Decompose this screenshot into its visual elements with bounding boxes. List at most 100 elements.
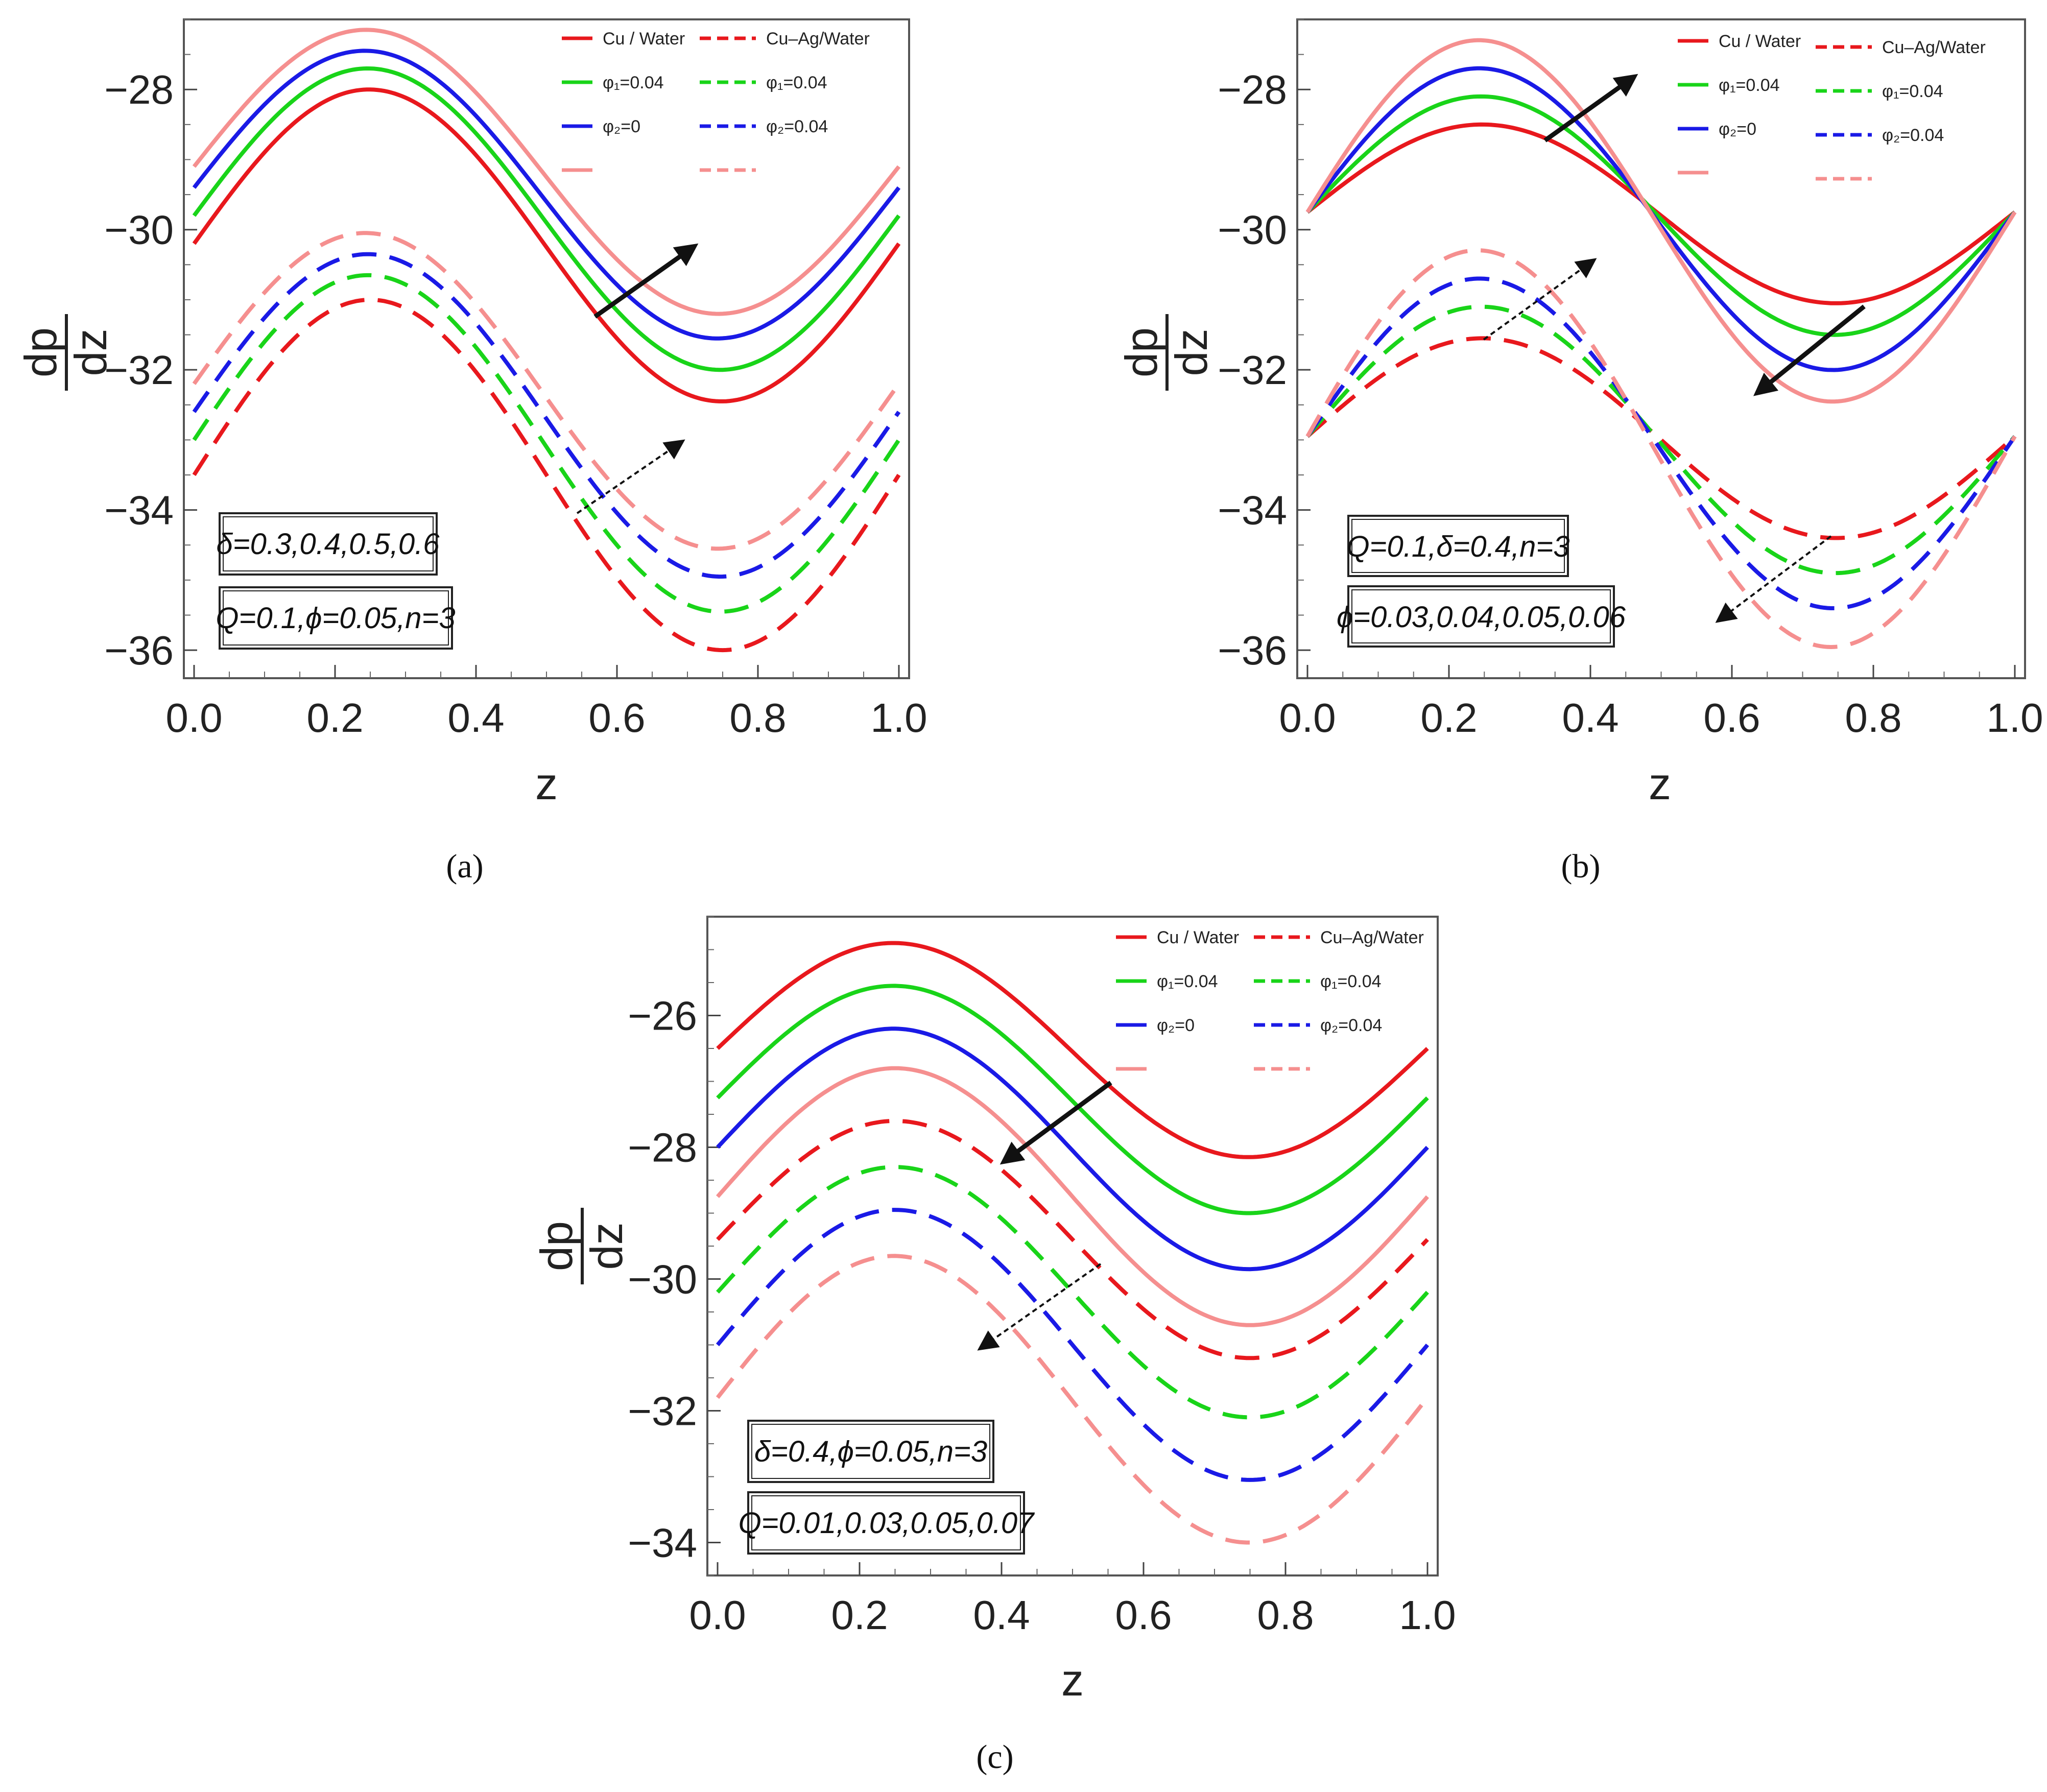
legend-dashed-label: φ₂=0.04 <box>1882 126 1944 145</box>
y-tick-label: −32 <box>1218 347 1287 393</box>
x-tick-label: 0.8 <box>1845 695 1901 740</box>
solid-series-line-0 <box>192 87 901 403</box>
solid-series-line-0 <box>716 941 1429 1159</box>
solid-trend-arrow-down <box>1753 304 1866 396</box>
annotation-arrows <box>576 243 699 514</box>
legend-dashed-label: Cu–Ag/Water <box>1882 38 1986 57</box>
x-axis: 0.0 0.2 0.4 0.6 0.8 1.0 <box>689 1562 1456 1638</box>
y-axis-label: dp dz <box>15 314 116 391</box>
solid-series-line-2 <box>192 49 901 341</box>
dashed-trend-arrow <box>977 1263 1102 1351</box>
panel-label: (b) <box>1561 848 1601 885</box>
y-axis-label-denominator: dz <box>581 1223 632 1270</box>
panel-label: (a) <box>446 848 483 885</box>
x-tick-label: 1.0 <box>1399 1592 1456 1638</box>
dashed-series-line-5 <box>1305 304 2017 576</box>
x-tick-label: 0.6 <box>588 695 645 740</box>
x-tick-label: 0.6 <box>1703 695 1760 740</box>
y-axis-label-numerator: dp <box>1116 327 1167 377</box>
series-group <box>716 941 1430 1545</box>
legend: Cu / Water Cu–Ag/Water φ₁=0.04 φ₁=0.04 φ₂=0 φ… <box>1116 928 1424 1071</box>
legend-solid-label: Cu / Water <box>1157 928 1239 947</box>
solid-series-line-1 <box>1306 94 2016 337</box>
dashed-series-line-5 <box>192 273 901 614</box>
legend-solid-label: φ₁=0.04 <box>1157 972 1218 991</box>
y-tick-label: −30 <box>1218 207 1287 253</box>
legend-solid-label: φ₂=0 <box>1719 120 1756 139</box>
parameter-text: Q=0.1,δ=0.4,n=3 <box>1347 530 1570 563</box>
chart-panel-a: −28 −30 −32 −34 −36 0.0 0.2 0.4 0.6 0.8 1.0 Cu / … <box>15 18 927 885</box>
y-tick-label: −34 <box>1218 488 1287 533</box>
x-tick-label: 1.0 <box>870 695 927 740</box>
annotation-arrows <box>977 1081 1112 1351</box>
x-tick-label: 1.0 <box>1986 695 2043 740</box>
y-tick-label: −30 <box>104 207 174 253</box>
solid-series-line-1 <box>192 66 901 372</box>
legend-dashed-label: φ₂=0.04 <box>766 117 828 136</box>
solid-series-line-3 <box>192 28 901 316</box>
parameter-box-1: δ=0.3,0.4,0.5,0.6 <box>217 512 440 576</box>
legend-solid-label: φ₂=0 <box>1157 1016 1195 1035</box>
parameter-text: δ=0.3,0.4,0.5,0.6 <box>217 528 440 561</box>
dashed-series-line-7 <box>1305 248 2017 650</box>
x-tick-label: 0.4 <box>1562 695 1618 740</box>
parameter-box-1: δ=0.4,ϕ=0.05,n=3 <box>747 1420 994 1483</box>
parameter-box-2: Q=0.1,ϕ=0.05,n=3 <box>216 586 456 650</box>
dashed-series-line-4 <box>1306 336 2016 540</box>
x-tick-label: 0.2 <box>1420 695 1477 740</box>
y-tick-label: −28 <box>1218 67 1287 112</box>
x-tick-label: 0.2 <box>306 695 363 740</box>
dashed-series-line-6 <box>1305 276 2017 610</box>
y-tick-label: −36 <box>1218 628 1287 673</box>
y-tick-label: −32 <box>628 1389 697 1434</box>
x-axis-label: z <box>1649 758 1671 809</box>
parameter-text: Q=0.1,ϕ=0.05,n=3 <box>216 602 455 635</box>
y-axis: −28 −30 −32 −34 −36 <box>104 19 197 673</box>
y-tick-label: −32 <box>104 347 174 393</box>
legend-dashed-label: φ₁=0.04 <box>1320 972 1382 991</box>
solid-trend-arrow-up <box>1543 74 1638 142</box>
dashed-series-line-4 <box>716 1118 1429 1360</box>
legend-solid-label: Cu / Water <box>1719 32 1801 51</box>
y-tick-label: −36 <box>104 628 174 673</box>
y-axis-label-denominator: dz <box>1166 329 1217 376</box>
x-tick-label: 0.4 <box>447 695 504 740</box>
legend-dashed-label: φ₁=0.04 <box>1882 82 1943 101</box>
dashed-trend-arrow-down <box>1715 535 1832 623</box>
panel-label: (c) <box>976 1738 1013 1776</box>
chart-panel-c: −26 −28 −30 −32 −34 0.0 0.2 0.4 0.6 0.8 1.0 Cu / … <box>531 916 1456 1776</box>
y-tick-label: −26 <box>628 993 697 1039</box>
legend-solid-label: Cu / Water <box>603 29 685 49</box>
dashed-series-line-7 <box>716 1254 1430 1545</box>
legend-dashed-label: Cu–Ag/Water <box>766 29 870 49</box>
x-tick-label: 0.4 <box>973 1592 1030 1638</box>
solid-series-line-3 <box>1305 38 2017 404</box>
series-group <box>192 28 901 653</box>
dashed-series-line-7 <box>192 231 901 551</box>
legend-dashed-label: φ₂=0.04 <box>1320 1016 1382 1035</box>
solid-trend-arrow <box>999 1081 1112 1165</box>
x-tick-label: 0.8 <box>729 695 786 740</box>
y-tick-label: −30 <box>628 1257 697 1302</box>
dashed-series-line-4 <box>192 297 901 653</box>
parameter-text: δ=0.4,ϕ=0.05,n=3 <box>754 1435 987 1468</box>
y-axis-label-numerator: dp <box>15 327 66 377</box>
y-axis-label-numerator: dp <box>531 1221 582 1271</box>
dashed-trend-arrow <box>576 439 685 514</box>
solid-trend-arrow <box>593 243 699 319</box>
solid-series-line-3 <box>716 1066 1430 1327</box>
dashed-series-line-6 <box>192 252 901 579</box>
legend-solid-label: φ₁=0.04 <box>603 73 664 92</box>
y-axis-label-denominator: dz <box>65 329 116 376</box>
x-axis: 0.0 0.2 0.4 0.6 0.8 1.0 <box>165 665 927 740</box>
solid-series-line-2 <box>716 1026 1429 1272</box>
y-axis: −26 −28 −30 −32 −34 <box>628 916 721 1576</box>
parameter-box-2: ϕ=0.03,0.04,0.05,0.06 <box>1337 585 1626 648</box>
legend-dashed-label: Cu–Ag/Water <box>1320 928 1424 947</box>
x-tick-label: 0.6 <box>1115 1592 1172 1638</box>
solid-series-line-0 <box>1306 122 2016 305</box>
parameter-text: Q=0.01,0.03,0.05,0.07 <box>739 1507 1036 1540</box>
x-axis-label: z <box>1061 1655 1084 1705</box>
y-axis-label: dp dz <box>531 1208 632 1284</box>
